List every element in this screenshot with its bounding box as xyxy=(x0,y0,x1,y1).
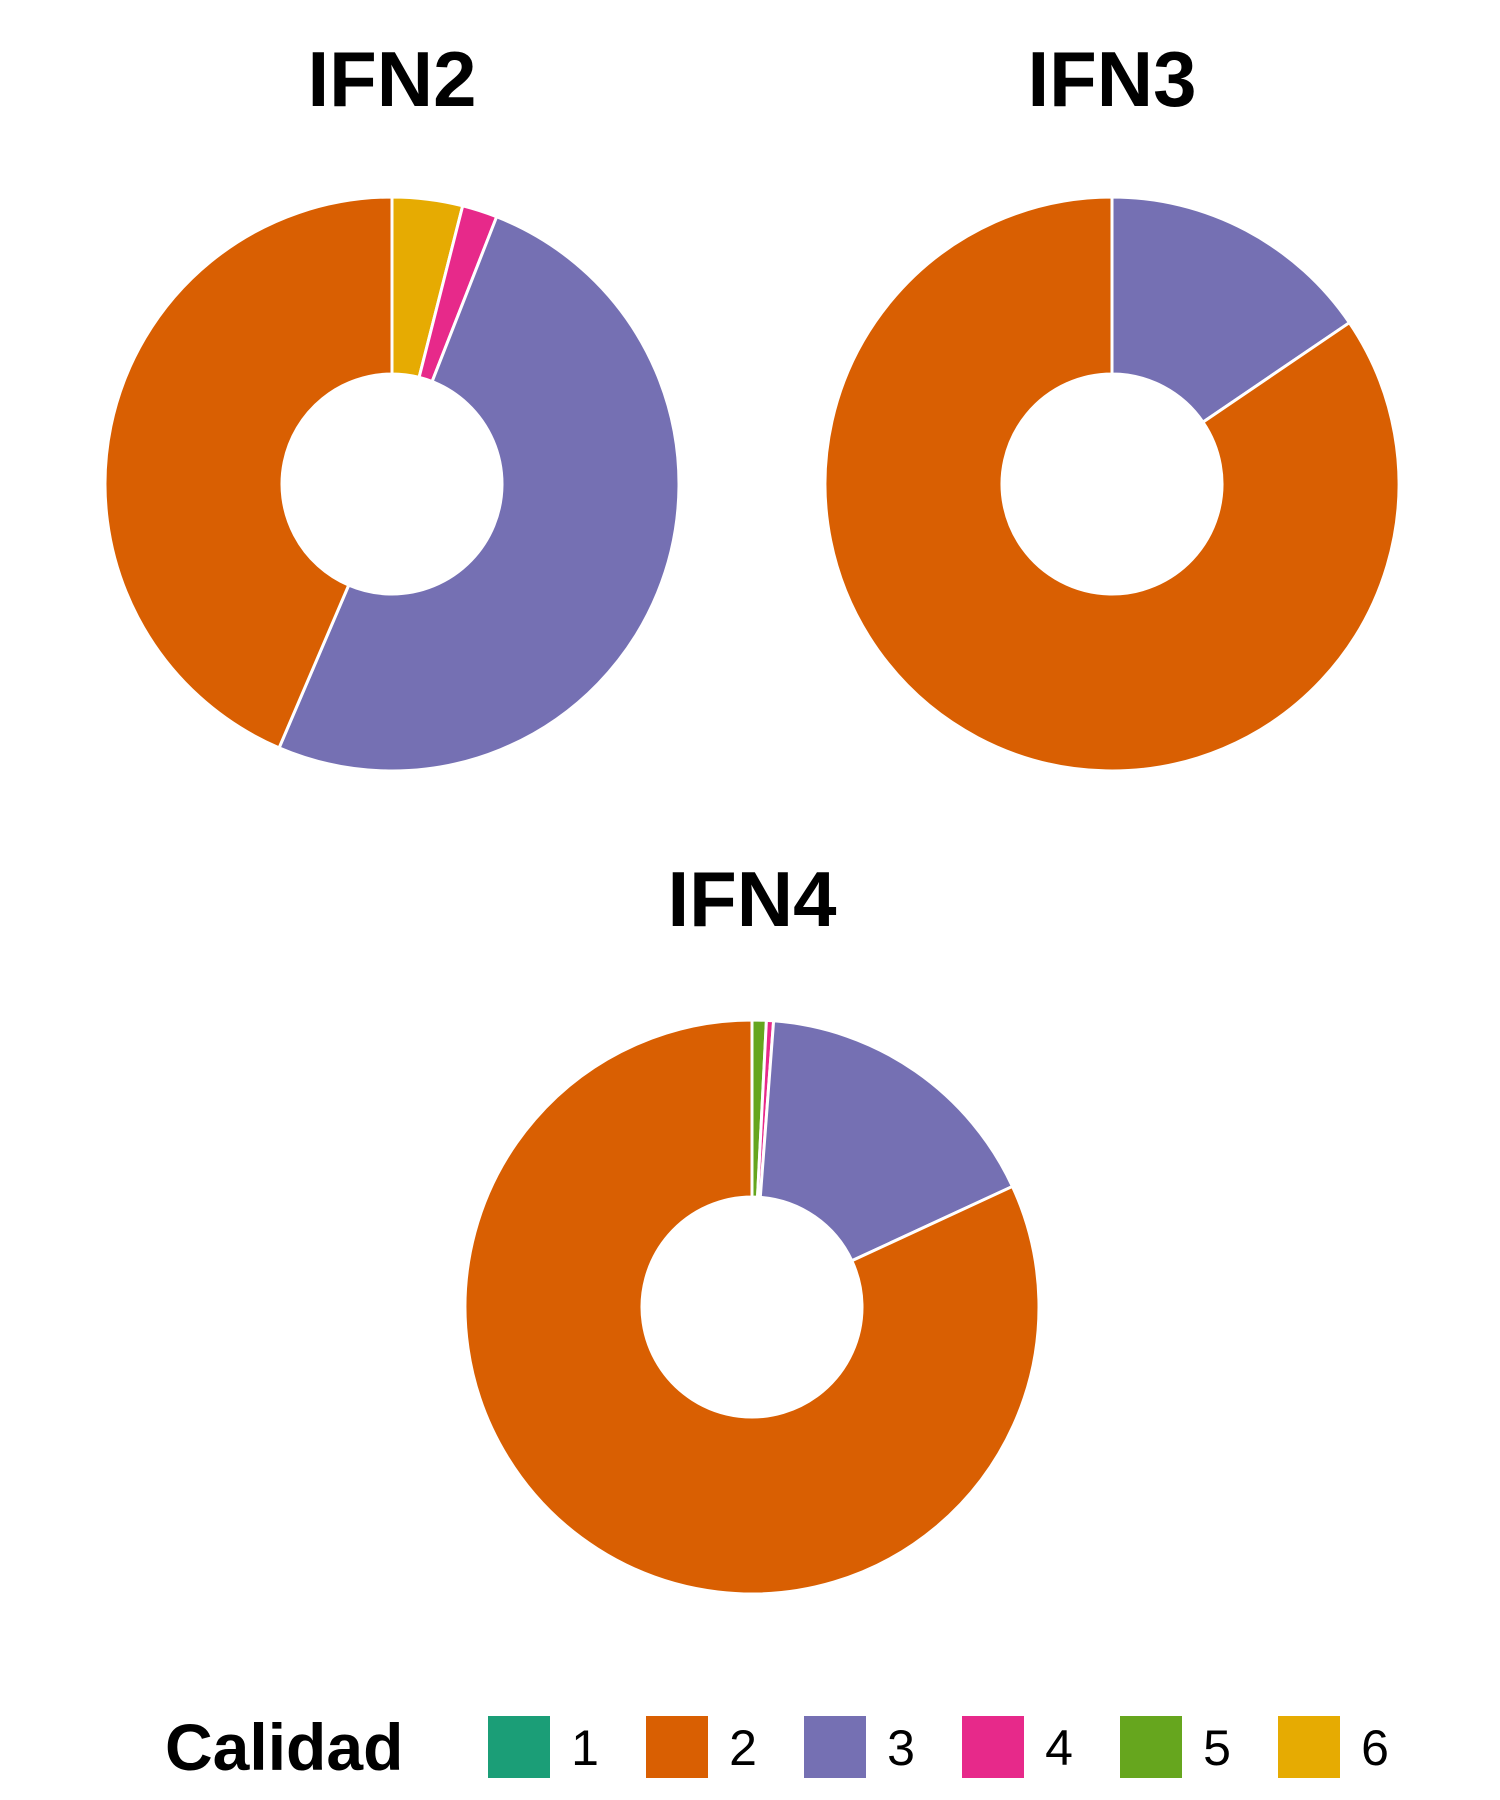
legend-key-2 xyxy=(646,1716,708,1778)
legend-key-5 xyxy=(1120,1716,1182,1778)
chart-title-ifn4: IFN4 xyxy=(667,855,836,943)
donut-panel-ifn3: IFN3 xyxy=(823,35,1401,773)
slice-ifn2-calidad-2 xyxy=(103,195,394,750)
donut-panel-ifn2: IFN2 xyxy=(103,35,681,773)
donut-panel-ifn4: IFN4 xyxy=(463,855,1041,1596)
legend-key-3 xyxy=(804,1716,866,1778)
legend-label-6: 6 xyxy=(1361,1720,1389,1776)
legend-label-2: 2 xyxy=(729,1720,757,1776)
slice-ifn4-calidad-2 xyxy=(463,1018,1041,1596)
slice-ifn3-calidad-3 xyxy=(1110,195,1352,425)
legend-key-4 xyxy=(962,1716,1024,1778)
slice-ifn2-calidad-3 xyxy=(277,214,681,773)
legend-key-1 xyxy=(488,1716,550,1778)
legend-items: 1 2 3 4 5 6 xyxy=(488,1716,1389,1778)
legend-key-6 xyxy=(1278,1716,1340,1778)
legend-label-3: 3 xyxy=(887,1720,915,1776)
donut-ifn2 xyxy=(103,195,681,773)
legend-label-5: 5 xyxy=(1203,1720,1231,1776)
legend: Calidad 1 2 3 4 5 6 xyxy=(165,1710,1389,1784)
chart-title-ifn2: IFN2 xyxy=(307,35,476,123)
donut-ifn3 xyxy=(823,195,1401,773)
legend-label-4: 4 xyxy=(1045,1720,1073,1776)
donut-ifn4 xyxy=(463,1018,1041,1596)
chart-title-ifn3: IFN3 xyxy=(1027,35,1196,123)
slice-ifn3-calidad-2 xyxy=(823,195,1401,773)
legend-title: Calidad xyxy=(165,1710,403,1784)
legend-label-1: 1 xyxy=(571,1720,599,1776)
slice-ifn4-calidad-3 xyxy=(758,1019,1015,1263)
